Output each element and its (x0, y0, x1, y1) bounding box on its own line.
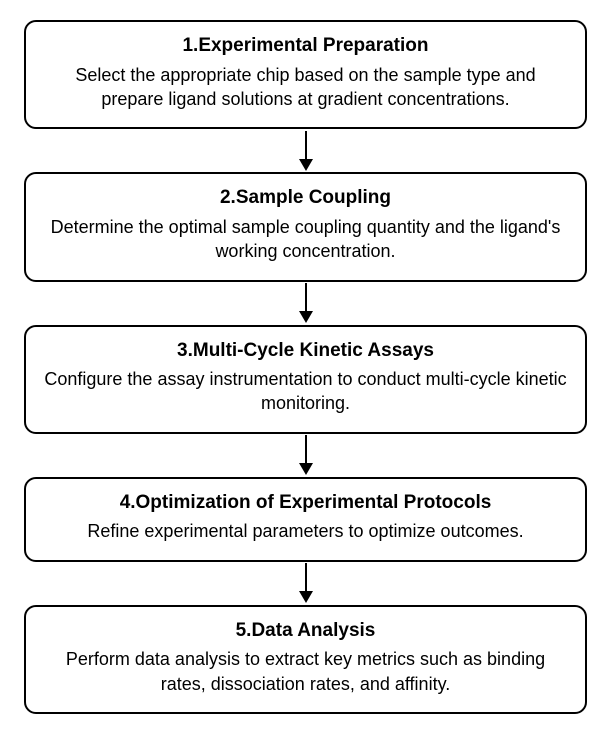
arrow-1-2 (298, 129, 314, 172)
down-arrow-icon (298, 435, 314, 475)
step-title: 1.Experimental Preparation (44, 34, 567, 59)
step-title: 5.Data Analysis (44, 619, 567, 644)
step-desc: Configure the assay instrumentation to c… (44, 367, 567, 416)
flow-step-2: 2.Sample Coupling Determine the optimal … (24, 172, 587, 281)
step-desc: Perform data analysis to extract key met… (44, 647, 567, 696)
down-arrow-icon (298, 563, 314, 603)
flow-step-4: 4.Optimization of Experimental Protocols… (24, 477, 587, 562)
step-desc: Select the appropriate chip based on the… (44, 63, 567, 112)
step-title: 2.Sample Coupling (44, 186, 567, 211)
flow-step-1: 1.Experimental Preparation Select the ap… (24, 20, 587, 129)
step-title: 4.Optimization of Experimental Protocols (44, 491, 567, 516)
flow-step-5: 5.Data Analysis Perform data analysis to… (24, 605, 587, 714)
arrow-4-5 (298, 562, 314, 605)
step-desc: Refine experimental parameters to optimi… (44, 519, 567, 543)
step-desc: Determine the optimal sample coupling qu… (44, 215, 567, 264)
arrow-3-4 (298, 434, 314, 477)
down-arrow-icon (298, 283, 314, 323)
arrow-2-3 (298, 282, 314, 325)
flow-step-3: 3.Multi-Cycle Kinetic Assays Configure t… (24, 325, 587, 434)
down-arrow-icon (298, 131, 314, 171)
step-title: 3.Multi-Cycle Kinetic Assays (44, 339, 567, 364)
